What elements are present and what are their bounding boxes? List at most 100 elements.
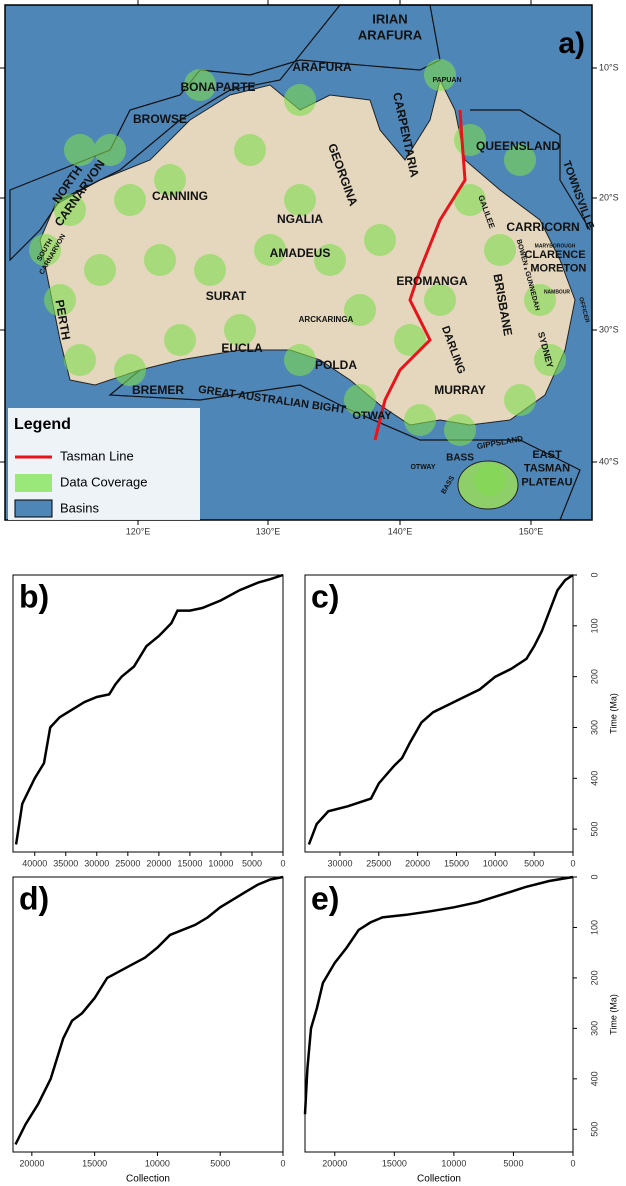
coverage-blob (284, 184, 316, 216)
coverage-blob (454, 184, 486, 216)
basin-label: BROWSE (133, 112, 187, 126)
coverage-blob (29, 234, 61, 266)
y-tick-label: 400 (589, 771, 599, 786)
lon-label: 130°E (256, 526, 281, 536)
coverage-blob (64, 134, 96, 166)
basin-label: OTWAY (410, 464, 435, 471)
y-tick-label: 200 (589, 970, 599, 985)
map-frame (4, 4, 593, 521)
coverage-blob (164, 324, 196, 356)
x-tick-label: 5000 (524, 858, 544, 868)
legend-label: Basins (60, 500, 100, 515)
series-line (14, 573, 284, 845)
coverage-blob (94, 134, 126, 166)
lon-label: 120°E (126, 526, 151, 536)
coverage-blob (224, 314, 256, 346)
x-tick-label: 0 (280, 1158, 285, 1168)
coverage-blob (424, 59, 456, 91)
x-tick-label: 20000 (19, 1158, 44, 1168)
y-tick-label: 100 (589, 920, 599, 935)
basin-label: POLDA (315, 358, 357, 372)
legend-swatch (14, 499, 53, 518)
legend-swatch (15, 474, 52, 492)
x-tick-label: 15000 (382, 1158, 407, 1168)
y-tick-label: 500 (589, 822, 599, 837)
y-tick-label: 400 (589, 1071, 599, 1086)
panel-label: a) (558, 27, 585, 60)
basin-label: ARAFURA (358, 28, 423, 43)
y-tick-label: 100 (589, 618, 599, 633)
tasman-line (373, 109, 467, 441)
x-tick-label: 20000 (405, 858, 430, 868)
x-tick-label: 10000 (483, 858, 508, 868)
coverage-blob (504, 144, 536, 176)
coverage-blob (284, 344, 316, 376)
series-line (14, 875, 284, 1145)
coverage-blob (234, 134, 266, 166)
y-axis-label: Time (Ma) (608, 994, 618, 1035)
x-tick-label: 30000 (327, 858, 352, 868)
coverage-blob (64, 344, 96, 376)
legend-label: Tasman Line (60, 448, 134, 463)
x-tick-label: 0 (280, 858, 285, 868)
basin-label: OTWAY (352, 410, 392, 422)
coverage-blob (154, 164, 186, 196)
x-tick-label: 0 (570, 1158, 575, 1168)
x-tick-label: 35000 (53, 858, 78, 868)
coverage-blob (194, 254, 226, 286)
coverage-blob (524, 284, 556, 316)
basin-label: EROMANGA (396, 274, 468, 288)
basin-label: BREMER (132, 383, 184, 397)
coverage-blob (534, 344, 566, 376)
x-tick-label: 10000 (441, 1158, 466, 1168)
coverage-blob (44, 284, 76, 316)
x-tick-label: 15000 (82, 1158, 107, 1168)
x-tick-label: 25000 (366, 858, 391, 868)
x-tick-label: 5000 (210, 1158, 230, 1168)
x-tick-label: 30000 (84, 858, 109, 868)
basin-label: CLARENCE (524, 249, 585, 261)
lat-label: 10°S (599, 62, 619, 72)
x-axis-label: Collection (126, 1174, 170, 1185)
legend-label: Data Coverage (60, 474, 147, 489)
basin-label: PAPUAN (432, 77, 461, 84)
legend-title: Legend (14, 416, 71, 433)
basin-label: - MORETON (524, 263, 587, 275)
coverage-blob (144, 244, 176, 276)
lat-label: 30°S (599, 324, 619, 334)
basin-label: MURRAY (434, 383, 486, 397)
basin-label: SURAT (206, 289, 247, 303)
series-line (307, 573, 574, 845)
coverage-blob (284, 84, 316, 116)
coverage-blob (394, 324, 426, 356)
x-tick-label: 25000 (115, 858, 140, 868)
x-axis-label: Collection (417, 1174, 461, 1185)
basin-label: ARAFURA (292, 60, 352, 74)
coverage-blob (344, 294, 376, 326)
basin-outline (470, 109, 591, 231)
y-tick-label: 300 (589, 1021, 599, 1036)
basin-label: EAST (532, 449, 562, 461)
coverage-blob (504, 384, 536, 416)
plot-frame (12, 574, 284, 853)
x-tick-label: 20000 (322, 1158, 347, 1168)
basin-label: EUCLA (221, 341, 263, 355)
x-tick-label: 0 (570, 858, 575, 868)
plot-frame (304, 574, 574, 853)
y-tick-label: 200 (589, 669, 599, 684)
panel-label: b) (19, 578, 49, 614)
basin-label: BASS (446, 453, 474, 464)
y-tick-label: 0 (589, 874, 599, 879)
basin-label: QUEENSLAND (476, 139, 560, 153)
series-line (303, 875, 574, 1115)
basin-label: PLATEAU (521, 476, 572, 488)
coverage-blob (114, 184, 146, 216)
x-tick-label: 10000 (208, 858, 233, 868)
basin-label: ARCKARINGA (299, 315, 354, 324)
coverage-blob (54, 194, 86, 226)
x-tick-label: 5000 (242, 858, 262, 868)
y-axis-label: Time (Ma) (608, 693, 618, 734)
coverage-blob (474, 464, 506, 496)
coverage-blob (484, 234, 516, 266)
